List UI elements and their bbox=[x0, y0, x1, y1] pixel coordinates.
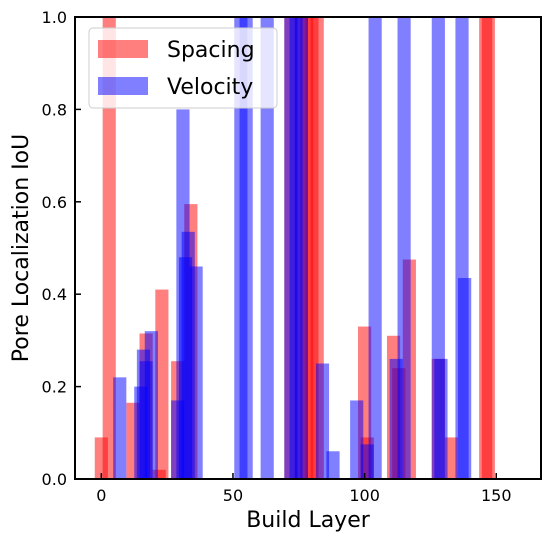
spacing-bar bbox=[102, 17, 116, 479]
x-tick-label: 50 bbox=[223, 486, 243, 505]
x-axis-title: Build Layer bbox=[246, 508, 371, 533]
velocity-bar bbox=[113, 377, 127, 479]
velocity-bar bbox=[260, 17, 274, 479]
y-tick-label: 0.2 bbox=[42, 378, 67, 397]
y-tick-label: 0.0 bbox=[42, 470, 67, 489]
series-velocity-bars bbox=[113, 17, 472, 480]
spacing-bar bbox=[444, 437, 459, 479]
spacing-bar bbox=[155, 289, 169, 479]
velocity-bar bbox=[144, 331, 158, 479]
x-axis: 0 50 100 150 bbox=[96, 473, 512, 505]
velocity-bar bbox=[368, 17, 382, 479]
velocity-bar bbox=[189, 266, 203, 479]
y-axis-title: Pore Localization IoU bbox=[9, 134, 34, 362]
legend-label-velocity: Velocity bbox=[167, 75, 253, 100]
spacing-bar bbox=[481, 17, 495, 479]
x-tick-label: 150 bbox=[481, 486, 512, 505]
legend-swatch-velocity bbox=[98, 77, 148, 95]
legend: Spacing Velocity bbox=[88, 27, 278, 109]
velocity-bar bbox=[326, 451, 340, 479]
x-tick-label: 0 bbox=[96, 486, 106, 505]
y-tick-label: 0.8 bbox=[42, 100, 67, 119]
y-tick-label: 1.0 bbox=[42, 8, 67, 27]
y-axis: 0.0 0.2 0.4 0.6 0.8 1.0 bbox=[42, 8, 81, 489]
velocity-bar bbox=[458, 278, 472, 479]
velocity-bar bbox=[239, 17, 253, 479]
legend-label-spacing: Spacing bbox=[167, 38, 255, 63]
y-tick-label: 0.4 bbox=[42, 285, 67, 304]
legend-swatch-spacing bbox=[98, 40, 148, 58]
velocity-bar bbox=[350, 400, 364, 479]
velocity-bar bbox=[294, 17, 308, 479]
velocity-bar bbox=[397, 17, 411, 479]
plot-frame bbox=[74, 16, 542, 480]
x-tick-label: 100 bbox=[349, 486, 380, 505]
y-tick-label: 0.6 bbox=[42, 193, 67, 212]
velocity-bar bbox=[434, 358, 448, 479]
velocity-bar bbox=[315, 363, 330, 479]
